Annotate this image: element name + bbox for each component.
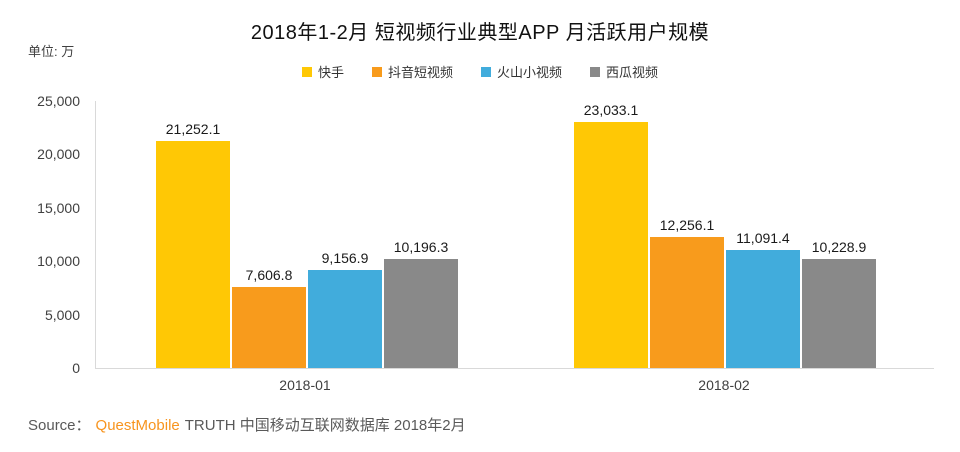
plot-area: 21,252.1 7,606.8 9,156.9 10,196.3 23,033.1 12… [95,101,934,369]
bar-slot: 10,228.9 [802,101,876,368]
legend-label: 抖音短视频 [387,65,453,80]
legend-marker-icon [371,66,382,77]
bar-抖音短视频-2018-01 [232,287,306,368]
source-line: Source： QuestMobile TRUTH 中国移动互联网数据库 201… [28,414,466,435]
bar-slot: 21,252.1 [156,101,230,368]
y-tick-label: 20,000 [37,146,80,163]
bar-slot: 10,196.3 [384,101,458,368]
bar-快手-2018-01 [156,141,230,368]
legend-marker-icon [301,66,312,77]
legend-item: 西瓜视频 [590,62,658,81]
y-tick-label: 0 [72,360,80,376]
bar-slot: 12,256.1 [650,101,724,368]
source-rest: TRUTH 中国移动互联网数据库 2018年2月 [184,417,466,434]
legend-label: 快手 [317,65,344,80]
legend-marker-icon [481,66,491,77]
x-category-label: 2018-02 [698,377,750,393]
bar-西瓜视频-2018-02 [802,259,876,368]
bar-value-label: 12,256.1 [659,217,715,233]
bar-抖音短视频-2018-02 [650,237,724,368]
x-category-label: 2018-01 [279,377,331,393]
bar-group-2018-02: 23,033.1 12,256.1 11,091.4 10,228.9 [574,101,876,368]
bar-快手-2018-02 [574,122,648,368]
bar-火山小视频-2018-02 [726,250,800,368]
bar-value-label: 11,091.4 [736,230,790,246]
legend-item: 快手 [301,62,344,81]
bar-slot: 23,033.1 [574,101,648,368]
bar-slot: 11,091.4 [726,101,800,368]
y-tick-label: 10,000 [37,253,80,270]
y-tick-label: 15,000 [37,199,80,216]
bar-火山小视频-2018-01 [308,270,382,368]
bar-value-label: 10,196.3 [393,239,449,255]
chart-legend: 快手 抖音短视频 火山小视频 西瓜视频 [0,62,960,81]
bar-value-label: 7,606.8 [245,267,293,283]
legend-item: 火山小视频 [481,62,562,81]
y-tick-label: 5,000 [44,306,80,323]
source-brand: QuestMobile [95,417,180,434]
bar-value-label: 10,228.9 [811,239,867,255]
bar-value-label: 9,156.9 [321,250,369,266]
source-prefix: Source： [28,417,91,434]
legend-item: 抖音短视频 [371,62,453,81]
unit-label: 单位: 万 [28,44,75,59]
bar-value-label: 23,033.1 [583,102,639,118]
bar-西瓜视频-2018-01 [384,259,458,368]
bar-slot: 9,156.9 [308,101,382,368]
bar-group-2018-01: 21,252.1 7,606.8 9,156.9 10,196.3 [156,101,458,368]
legend-label: 西瓜视频 [606,65,659,80]
y-tick-label: 25,000 [37,93,80,109]
bar-value-label: 21,252.1 [165,121,221,137]
bar-slot: 7,606.8 [232,101,306,368]
chart-title: 2018年1-2月 短视频行业典型APP 月活跃用户规模 [250,22,710,44]
legend-label: 火山小视频 [497,65,563,80]
legend-marker-icon [590,66,601,77]
